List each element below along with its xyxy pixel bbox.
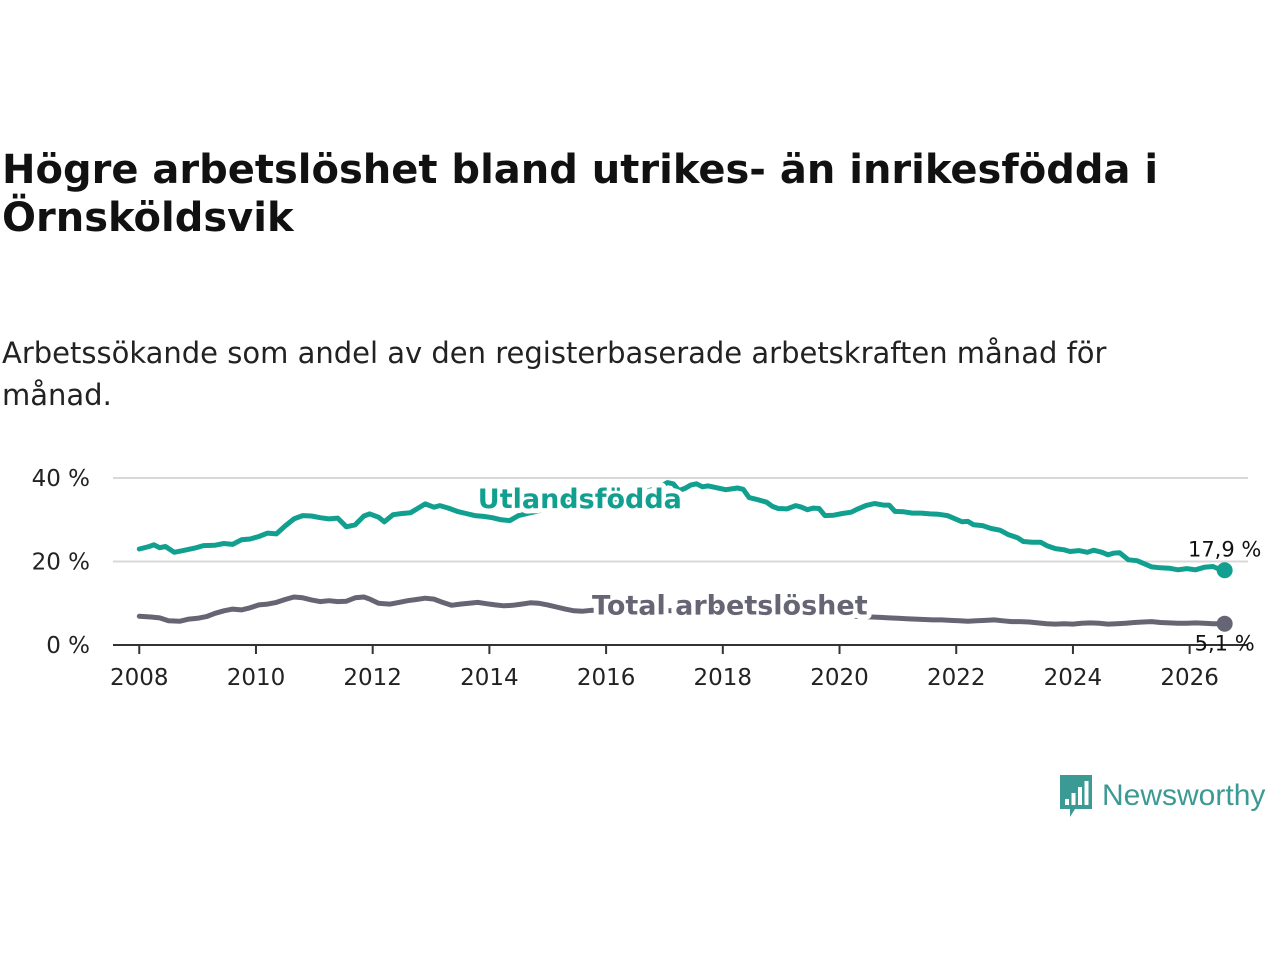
y-tick-label: 20 % xyxy=(32,550,90,576)
x-tick-label: 2024 xyxy=(1044,665,1103,691)
x-tick-label: 2008 xyxy=(110,665,169,691)
series-inline-label: Total arbetslöshet xyxy=(592,590,868,621)
x-tick-label: 2022 xyxy=(927,665,986,691)
x-tick-label: 2016 xyxy=(577,665,636,691)
x-tick-label: 2026 xyxy=(1160,665,1219,691)
grid-layer xyxy=(113,477,1248,563)
series-inline-label: Utlandsfödda xyxy=(478,484,682,515)
brand-name: Newsworthy xyxy=(1102,779,1266,812)
series-end-label: 5,1 % xyxy=(1195,632,1255,656)
x-tick-label: 2014 xyxy=(460,665,519,691)
y-tick-label: 40 % xyxy=(32,466,90,492)
series-layer xyxy=(136,480,1233,632)
chart-title: Högre arbetslöshet bland utrikes- än inr… xyxy=(2,147,1159,241)
x-tick-label: 2012 xyxy=(343,665,402,691)
axis-layer: 0 % 20 % 40 % 2008 2010 2012 2014 2016 2018 2020 2… xyxy=(32,466,1248,691)
label-layer: 17,9 % 5,1 % Utlandsfödda Total arbetslöshe… xyxy=(473,479,1262,656)
x-tick-label: 2018 xyxy=(694,665,753,691)
series-end-marker-0 xyxy=(1216,562,1233,579)
newsworthy-logo: Newsworthy xyxy=(1058,773,1265,819)
series-line-0 xyxy=(136,480,1228,573)
x-tick-label: 2020 xyxy=(810,665,869,691)
y-tick-label: 0 % xyxy=(46,633,90,659)
x-tick-label: 2010 xyxy=(227,665,286,691)
bar-chart-speech-bubble-icon xyxy=(1060,775,1092,817)
series-end-label: 17,9 % xyxy=(1188,537,1261,561)
series-end-marker-1 xyxy=(1216,615,1233,632)
series-line-1 xyxy=(136,594,1228,627)
chart-subtitle: Arbetssökande som andel av den registerb… xyxy=(2,336,1107,412)
line-chart: 0 % 20 % 40 % 2008 2010 2012 2014 2016 2018 2020 2… xyxy=(32,466,1262,691)
